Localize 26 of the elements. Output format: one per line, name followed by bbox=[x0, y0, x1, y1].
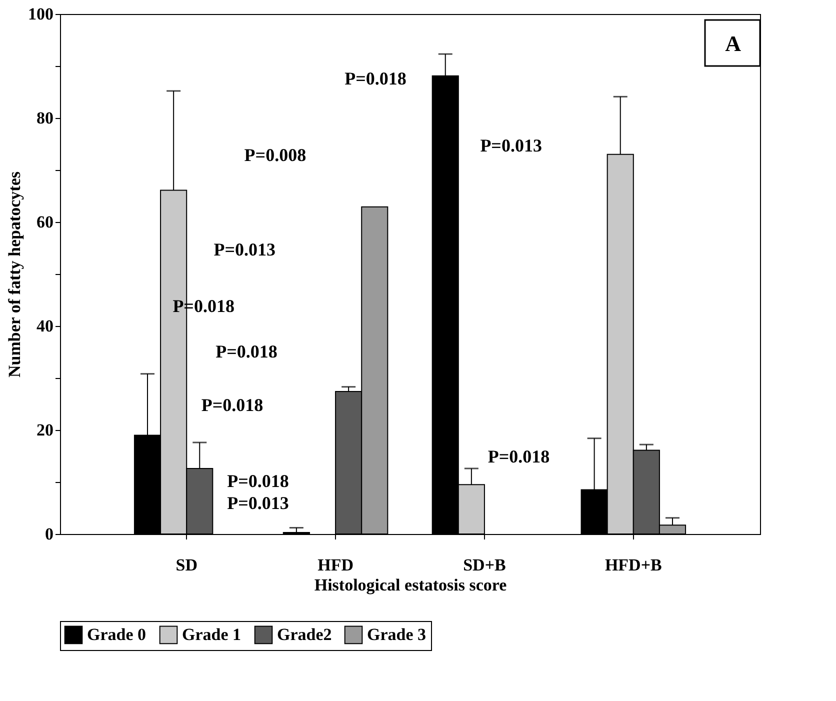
y-tick-label: 0 bbox=[45, 524, 54, 544]
annotation: P=0.018 bbox=[488, 446, 550, 466]
x-axis-title: Histological estatosis score bbox=[314, 576, 508, 594]
annotation: P=0.018 bbox=[344, 68, 406, 88]
annotation: A bbox=[725, 31, 742, 56]
legend-label: Grade2 bbox=[277, 624, 332, 644]
y-tick-label: 60 bbox=[36, 212, 54, 232]
annotation: P=0.018 bbox=[201, 394, 264, 415]
annotation: P=0.018 bbox=[227, 470, 289, 491]
legend-label: Grade 3 bbox=[367, 624, 426, 644]
y-axis-title: Number of fatty hepatocytes bbox=[5, 171, 24, 378]
annotation: P=0.018 bbox=[216, 341, 278, 362]
x-tick-label: SD+B bbox=[463, 556, 506, 574]
y-tick-label: 20 bbox=[36, 420, 54, 440]
x-tick-label: HFD+B bbox=[604, 556, 662, 574]
annotation: P=0.013 bbox=[227, 493, 289, 514]
y-tick-label: 80 bbox=[36, 108, 54, 128]
legend-label: Grade 0 bbox=[87, 624, 146, 644]
y-tick-label: 40 bbox=[36, 316, 54, 336]
y-tick-label: 100 bbox=[28, 4, 54, 24]
x-tick-label: HFD bbox=[318, 556, 354, 574]
legend-label: Grade 1 bbox=[182, 624, 242, 644]
annotation: P=0.013 bbox=[214, 239, 276, 260]
annotation: P=0.013 bbox=[480, 135, 542, 156]
x-tick-label: SD bbox=[176, 556, 198, 574]
annotation: P=0.008 bbox=[244, 145, 306, 166]
